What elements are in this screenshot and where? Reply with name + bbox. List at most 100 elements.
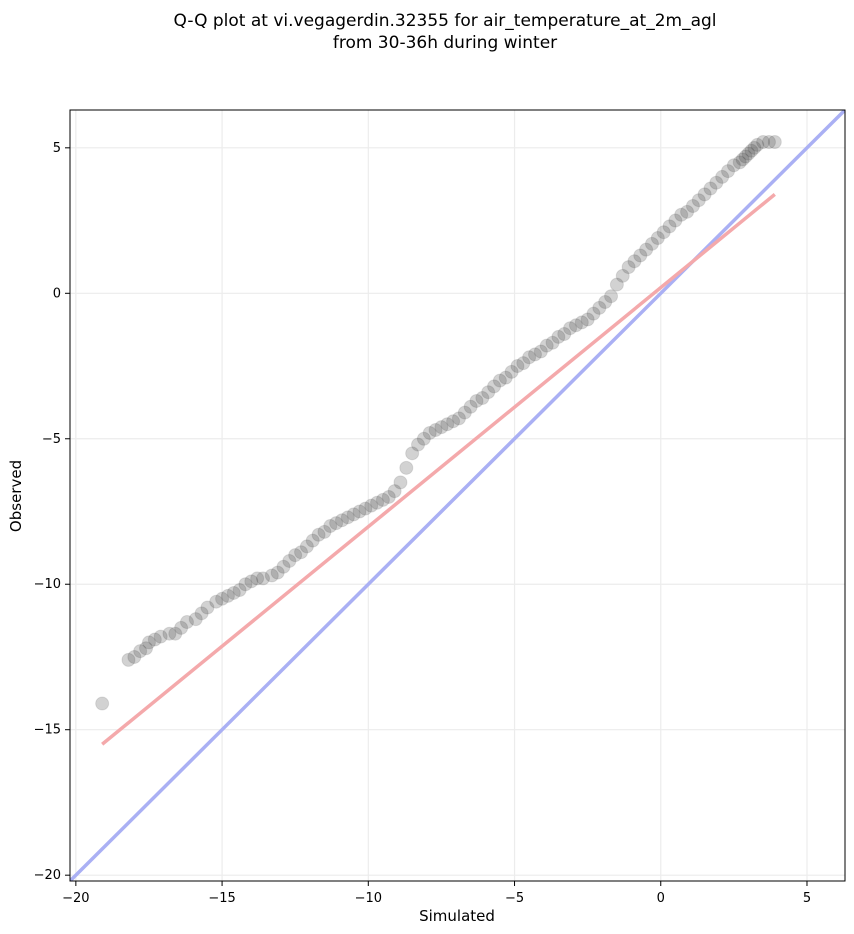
data-point (609, 277, 624, 292)
data-point (139, 641, 154, 656)
data-point (311, 527, 326, 542)
data-point (168, 626, 183, 641)
y-tick-label: −10 (34, 577, 61, 592)
data-point (744, 143, 759, 158)
data-point (680, 204, 695, 219)
y-tick-label: −5 (42, 432, 61, 447)
data-point (674, 207, 689, 222)
data-point (162, 626, 177, 641)
data-point (516, 356, 531, 371)
data-point (232, 583, 247, 598)
data-point (580, 312, 595, 327)
y-tick-label: −15 (34, 723, 61, 738)
data-point (393, 475, 408, 490)
data-point (551, 329, 566, 344)
data-point (358, 501, 373, 516)
data-point (557, 327, 572, 342)
data-point (334, 513, 349, 528)
data-point (685, 199, 700, 214)
data-point (475, 391, 490, 406)
data-point (498, 370, 513, 385)
data-point (533, 344, 548, 359)
data-point (370, 495, 385, 510)
y-axis-label: Observed (7, 460, 25, 532)
data-point (434, 420, 449, 435)
data-point (697, 187, 712, 202)
x-tick-label: −15 (208, 891, 235, 906)
data-point (411, 437, 426, 452)
axes-frame (69, 109, 846, 882)
data-point (127, 649, 142, 664)
data-point (375, 492, 390, 507)
data-point (457, 405, 472, 420)
data-point (592, 300, 607, 315)
data-point (95, 696, 110, 711)
data-point (756, 135, 771, 150)
data-point (188, 612, 203, 627)
data-point (644, 236, 659, 251)
data-point (329, 516, 344, 531)
data-point (563, 321, 578, 336)
y-tick-label: 5 (53, 141, 61, 156)
data-point (662, 219, 677, 234)
data-point (238, 577, 253, 592)
data-point (492, 373, 507, 388)
chart-title-line-2: from 30-36h during winter (333, 33, 557, 53)
data-point (735, 152, 750, 167)
data-point (153, 629, 168, 644)
data-point (250, 571, 265, 586)
data-point (668, 213, 683, 228)
x-axis-label: Simulated (419, 907, 495, 925)
data-point (226, 585, 241, 600)
identity-line (70, 110, 845, 881)
data-point (621, 260, 636, 275)
data-point (399, 460, 414, 475)
data-point (545, 335, 560, 350)
x-tick-label: −5 (505, 891, 524, 906)
data-point (446, 414, 461, 429)
data-point (703, 181, 718, 196)
data-point (288, 548, 303, 563)
data-point (323, 519, 338, 534)
data-point (147, 632, 162, 647)
data-point (346, 507, 361, 522)
data-point (141, 635, 156, 650)
data-point (741, 146, 756, 161)
data-point (750, 137, 765, 152)
grid-lines (70, 110, 845, 881)
y-tick-label: 0 (53, 286, 61, 301)
data-point (174, 620, 189, 635)
y-tick-label: −20 (34, 868, 61, 883)
data-point (767, 135, 782, 150)
data-point (405, 446, 420, 461)
data-point (220, 588, 235, 603)
data-point (738, 149, 753, 164)
data-point (305, 533, 320, 548)
data-point (428, 423, 443, 438)
chart-title-line-1: Q-Q plot at vi.vegagerdin.32355 for air_… (173, 11, 716, 31)
data-point (364, 498, 379, 513)
data-point (598, 295, 613, 310)
x-tick-label: 5 (803, 891, 811, 906)
data-point (574, 315, 589, 330)
data-point (568, 318, 583, 333)
axis-ticks: −20 −15 −10 −5 0 5 −20 −15 −10 −5 0 5 (34, 141, 812, 906)
data-point (194, 606, 209, 621)
data-point (691, 193, 706, 208)
data-point (463, 399, 478, 414)
data-point (244, 574, 259, 589)
x-tick-label: 0 (657, 891, 665, 906)
data-point (481, 385, 496, 400)
data-point (715, 169, 730, 184)
data-point (656, 225, 671, 240)
data-point (539, 338, 554, 353)
data-point (747, 140, 762, 155)
data-point (615, 268, 630, 283)
data-point (133, 644, 148, 659)
plot-frame (69, 109, 846, 882)
data-point (215, 591, 230, 606)
data-point (340, 510, 355, 525)
data-point (522, 350, 537, 365)
data-point (179, 615, 194, 630)
data-point (282, 553, 297, 568)
